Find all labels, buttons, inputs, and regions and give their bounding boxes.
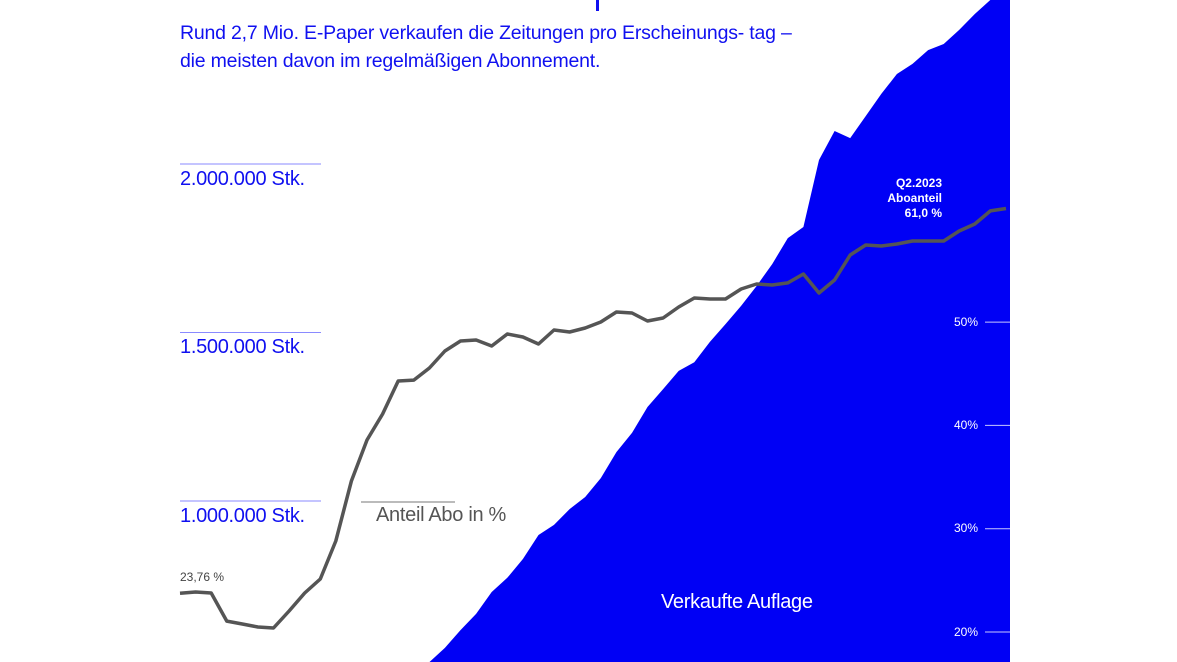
area-verkaufte-auflage bbox=[429, 0, 1010, 662]
right-tick-label-40: 40% bbox=[953, 418, 978, 432]
left-tick-label-1500000: 1.500.000 Stk. bbox=[180, 336, 305, 358]
chart-subtitle: Rund 2,7 Mio. E-Paper verkaufen die Zeit… bbox=[180, 22, 792, 72]
end-value: 61,0 % bbox=[904, 206, 942, 220]
end-period: Q2.2023 bbox=[895, 176, 942, 190]
right-tick-label-20: 20% bbox=[953, 625, 978, 639]
start-value-label: 23,76 % bbox=[180, 570, 225, 584]
end-annotation: Q2.2023 Aboanteil 61,0 % bbox=[860, 176, 942, 221]
line-series-label: Anteil Abo in % bbox=[376, 504, 507, 526]
right-tick-label-30: 30% bbox=[953, 521, 978, 535]
line-anteil-abo bbox=[179, 206, 1007, 630]
top-marker bbox=[596, 0, 599, 11]
end-label: Aboanteil bbox=[887, 191, 942, 205]
area-series-label: Verkaufte Auflage bbox=[661, 591, 813, 613]
right-tick-label-50: 50% bbox=[953, 315, 978, 329]
left-tick-label-2000000: 2.000.000 Stk. bbox=[180, 168, 305, 190]
left-tick-label-1000000: 1.000.000 Stk. bbox=[180, 505, 305, 527]
